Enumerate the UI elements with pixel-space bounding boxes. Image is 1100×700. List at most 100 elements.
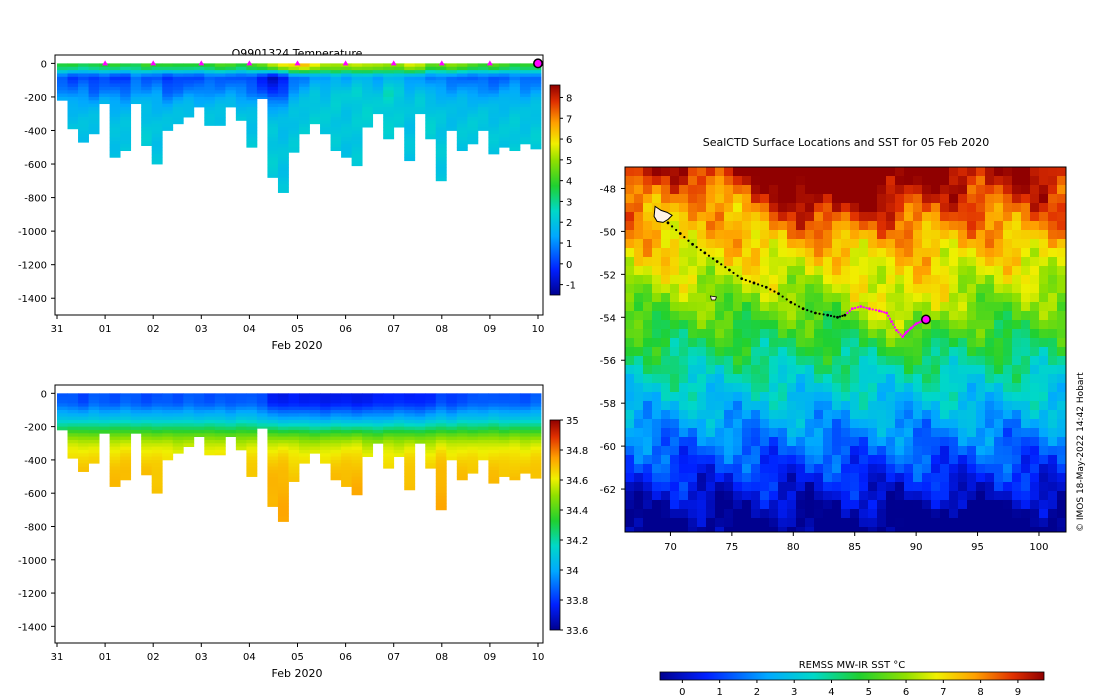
sst-cell bbox=[778, 518, 788, 528]
sst-cell bbox=[670, 365, 680, 375]
temperature-cell bbox=[519, 86, 531, 91]
sst-cell bbox=[1003, 356, 1013, 366]
salinity-cell bbox=[288, 426, 300, 431]
sst-cell bbox=[715, 419, 725, 429]
temperature-cell bbox=[172, 80, 184, 84]
sst-cell bbox=[814, 392, 824, 402]
sst-cell bbox=[886, 455, 896, 465]
sst-cell bbox=[922, 419, 932, 429]
sst-cell bbox=[706, 383, 716, 393]
salinity-cell bbox=[246, 446, 258, 451]
sst-cell bbox=[625, 392, 635, 402]
track-point bbox=[890, 320, 893, 323]
sst-cell bbox=[1003, 473, 1013, 483]
sst-cell bbox=[787, 509, 797, 519]
sst-cell bbox=[724, 410, 734, 420]
sst-cell bbox=[778, 194, 788, 204]
sst-cell bbox=[868, 401, 878, 411]
sst-cell bbox=[868, 392, 878, 402]
sst-cell bbox=[661, 176, 671, 186]
salinity-cell bbox=[99, 429, 111, 434]
sst-cell bbox=[652, 185, 662, 195]
temperature-cell bbox=[99, 100, 111, 105]
sst-cell bbox=[994, 437, 1004, 447]
temperature-cell bbox=[120, 113, 132, 118]
sst-cell bbox=[850, 419, 860, 429]
sst-cell bbox=[841, 401, 851, 411]
sst-cell bbox=[1030, 239, 1040, 249]
sst-cell bbox=[697, 185, 707, 195]
sst-cell bbox=[976, 221, 986, 231]
salinity-y-tick-label: -1400 bbox=[18, 622, 47, 633]
sst-cell bbox=[634, 518, 644, 528]
temperature-section: Q9901324 Temperature 0-200-400-600-800-1… bbox=[18, 47, 576, 352]
temperature-cell bbox=[425, 70, 437, 74]
sst-cell bbox=[841, 212, 851, 222]
salinity-cell bbox=[193, 423, 205, 428]
temperature-cell bbox=[130, 100, 142, 105]
salinity-cell bbox=[477, 396, 489, 401]
sst-cell bbox=[679, 185, 689, 195]
salinity-cell bbox=[414, 409, 426, 414]
sst-cell bbox=[1030, 428, 1040, 438]
sst-cell bbox=[1012, 293, 1022, 303]
sst-cell bbox=[994, 428, 1004, 438]
sst-cell bbox=[886, 248, 896, 258]
sst-cell bbox=[832, 203, 842, 213]
temperature-cell bbox=[299, 107, 310, 111]
sst-cell bbox=[976, 518, 986, 528]
salinity-cell bbox=[341, 419, 353, 424]
sst-cell bbox=[643, 482, 653, 492]
sst-cell bbox=[697, 500, 707, 510]
sst-cell bbox=[823, 212, 833, 222]
sst-cell bbox=[1057, 356, 1066, 366]
sst-cell bbox=[1021, 527, 1031, 532]
sst-cell bbox=[994, 239, 1004, 249]
salinity-cell bbox=[404, 469, 416, 474]
temperature-cell bbox=[299, 90, 310, 94]
sst-cell bbox=[832, 284, 842, 294]
salinity-cell bbox=[204, 416, 216, 421]
sst-cell bbox=[832, 347, 842, 357]
salinity-cell bbox=[425, 463, 437, 467]
salinity-cell bbox=[435, 483, 447, 487]
salinity-cell bbox=[435, 503, 447, 507]
sst-cell bbox=[706, 374, 716, 384]
track-point bbox=[833, 315, 836, 318]
sst-cell bbox=[1039, 239, 1049, 249]
sst-cell bbox=[994, 455, 1004, 465]
sst-cell bbox=[850, 464, 860, 474]
temperature-data bbox=[57, 63, 542, 193]
salinity-cell bbox=[435, 436, 447, 441]
sst-cell bbox=[886, 428, 896, 438]
salinity-x-tick-label: 08 bbox=[435, 652, 448, 663]
track-point bbox=[678, 232, 682, 235]
temperature-cell bbox=[341, 133, 353, 138]
temperature-cell bbox=[498, 73, 510, 78]
temperature-cell bbox=[246, 70, 258, 74]
sst-cell bbox=[634, 185, 644, 195]
sst-cell bbox=[1039, 464, 1049, 474]
sst-cell bbox=[625, 275, 635, 285]
temperature-cell bbox=[99, 90, 111, 94]
sst-cell bbox=[778, 329, 788, 339]
temperature-cell bbox=[320, 107, 331, 111]
sst-cell bbox=[688, 446, 698, 456]
temperature-cell bbox=[362, 63, 374, 68]
track-point bbox=[691, 242, 694, 246]
salinity-cell bbox=[78, 419, 89, 424]
temperature-cell bbox=[435, 143, 447, 148]
sst-cell bbox=[652, 482, 662, 492]
sst-cell bbox=[976, 338, 986, 348]
temperature-cell bbox=[99, 80, 111, 84]
temperature-cell bbox=[183, 66, 195, 71]
sst-cell bbox=[751, 455, 761, 465]
sst-cell bbox=[850, 185, 860, 195]
sst-cell bbox=[967, 446, 977, 456]
sst-cell bbox=[679, 509, 689, 519]
salinity-cell bbox=[330, 476, 342, 481]
salinity-cell bbox=[57, 393, 68, 398]
salinity-cell bbox=[519, 403, 531, 408]
temperature-y-tick-label: -200 bbox=[24, 93, 47, 104]
